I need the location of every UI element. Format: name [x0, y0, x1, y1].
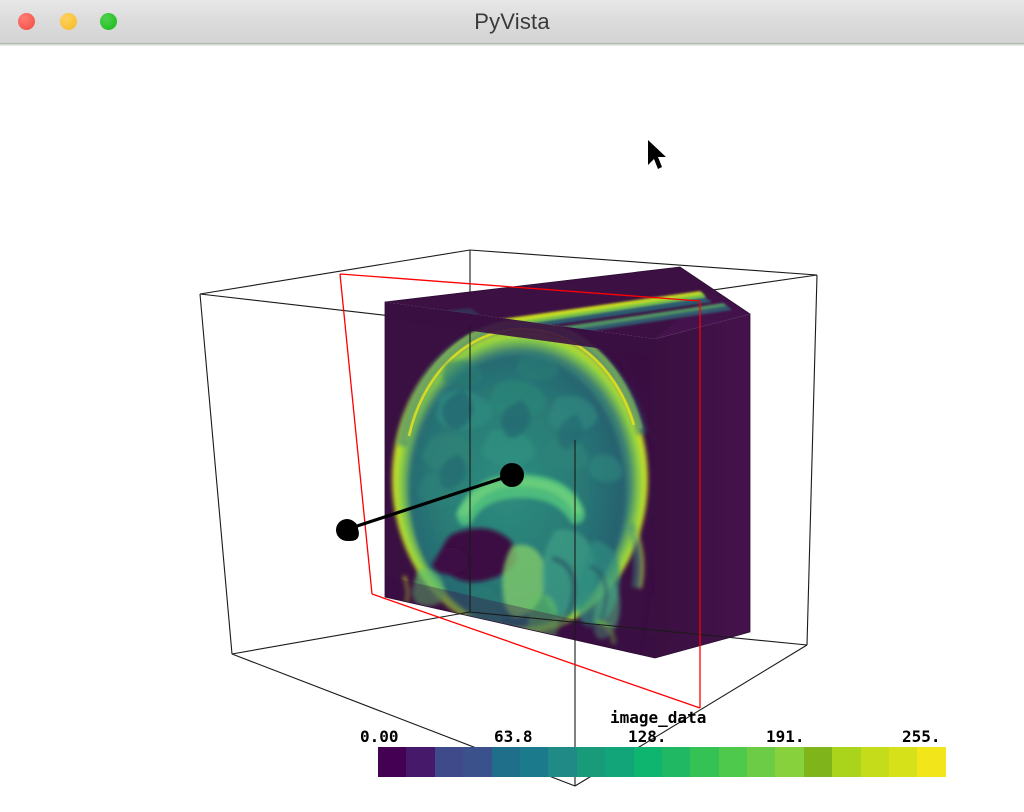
- window-titlebar: PyVista: [0, 0, 1024, 44]
- scalar-bar-band-8: [605, 747, 634, 777]
- scalar-bar-band-0: [378, 747, 407, 777]
- scalar-bar-band-18: [889, 747, 918, 777]
- ventricle-dark-region: [432, 528, 517, 583]
- render-view[interactable]: [0, 46, 1024, 812]
- line-widget-handle-right[interactable]: [500, 463, 524, 487]
- scalar-bar-band-17: [860, 747, 890, 777]
- volume-front-face-mri: [385, 302, 655, 658]
- line-widget-shaft[interactable]: [347, 473, 513, 531]
- outline-box-front-edges: [199, 274, 818, 787]
- titlebar-separator: [0, 44, 1024, 46]
- window-title: PyVista: [474, 9, 550, 34]
- scalar-bar-ticks: 0.00 63.8 128. 191. 255.: [360, 727, 946, 747]
- scalar-bar-band-16: [832, 747, 861, 777]
- volume-top-face-detail: [385, 267, 750, 339]
- volume-silhouette: [384, 266, 751, 659]
- scalar-bar-band-9: [633, 747, 662, 777]
- cortex-texture: [418, 354, 623, 505]
- scalar-bar-band-1: [406, 747, 435, 777]
- scalar-bar-band-15: [803, 747, 833, 777]
- lower-bright-streaks: [402, 522, 644, 645]
- scalar-bar-band-7: [576, 747, 606, 777]
- scalar-bar-title: image_data: [610, 708, 707, 727]
- scalar-bar-band-4: [491, 747, 520, 777]
- scalar-bar-band-13: [747, 747, 776, 777]
- line-widget-handle-left[interactable]: [336, 519, 358, 541]
- scalar-bar-gradient: [378, 747, 946, 777]
- right-margin-shade: [610, 340, 655, 658]
- scalar-bar-band-3: [463, 747, 492, 777]
- minimize-window-button[interactable]: [60, 13, 77, 30]
- maximize-window-button[interactable]: [100, 13, 117, 30]
- scalar-bar-band-2: [434, 747, 464, 777]
- scene-graphics: [199, 249, 818, 787]
- close-window-button[interactable]: [18, 13, 35, 30]
- scalar-bar: image_data 0.00 63.8 128. 191. 255.: [360, 699, 946, 777]
- scalar-bar-tick-2: 128.: [628, 727, 667, 746]
- scalar-bar-tick-0: 0.00: [360, 727, 399, 746]
- scalar-bar-tick-1: 63.8: [494, 727, 533, 746]
- volume-right-face: [655, 314, 750, 658]
- scalar-bar-band-6: [548, 747, 577, 777]
- scalar-bar-band-14: [775, 747, 804, 777]
- line-widget[interactable]: [336, 463, 524, 541]
- scalar-bar-band-12: [718, 747, 748, 777]
- cerebellum-brainstem: [467, 529, 620, 649]
- scalar-bar-band-10: [661, 747, 691, 777]
- scalar-bar-band-5: [519, 747, 549, 777]
- scalar-bar-tick-4: 255.: [902, 727, 941, 746]
- clip-box-widget[interactable]: [339, 273, 701, 709]
- corpus-callosum: [456, 473, 585, 526]
- scalar-bar-band-19: [917, 747, 946, 777]
- scalar-bar-tick-3: 191.: [766, 727, 805, 746]
- scalar-bar-band-11: [690, 747, 719, 777]
